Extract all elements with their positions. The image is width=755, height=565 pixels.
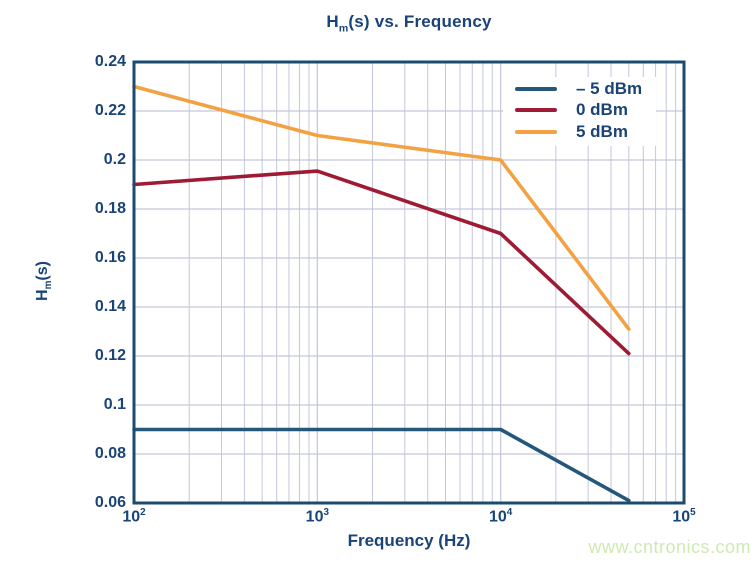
legend-line-swatch xyxy=(515,129,557,134)
y-axis-label-subscript: m xyxy=(43,280,55,290)
x-tick-exponent: 5 xyxy=(690,507,696,518)
chart-title-prefix: H xyxy=(326,12,339,31)
legend-line-swatch xyxy=(515,108,557,113)
chart-title-suffix: (s) vs. Frequency xyxy=(348,12,492,31)
y-tick-label: 0.14 xyxy=(94,298,126,315)
legend-line-swatch xyxy=(515,86,557,91)
y-tick-label: 0.16 xyxy=(94,249,126,266)
series-line xyxy=(132,427,631,503)
legend-item: – 5 dBm xyxy=(515,78,642,100)
y-tick-label: 0.18 xyxy=(94,200,126,217)
x-tick-label: 105 xyxy=(654,507,714,526)
x-tick-base: 10 xyxy=(122,508,141,526)
x-tick-base: 10 xyxy=(489,508,507,526)
y-axis-label-suffix: (s) xyxy=(33,261,51,281)
x-tick-base: 10 xyxy=(305,508,324,526)
series-line xyxy=(132,84,631,331)
y-tick-label: 0.2 xyxy=(103,151,126,168)
watermark: www.cntronics.com xyxy=(588,537,751,557)
legend-item: 0 dBm xyxy=(515,100,642,122)
x-tick-label: 103 xyxy=(287,507,347,526)
x-tick-label: 102 xyxy=(104,507,164,526)
x-tick-exponent: 2 xyxy=(140,507,146,518)
legend-item: 5 dBm xyxy=(515,121,642,143)
x-axis-label: Frequency (Hz) xyxy=(347,531,471,550)
y-tick-label: 0.22 xyxy=(94,102,126,119)
x-tick-exponent: 4 xyxy=(506,507,513,518)
y-tick-label: 0.08 xyxy=(94,445,126,462)
axes-frame xyxy=(132,60,686,505)
chart-title: Hm(s) vs. Frequency xyxy=(134,12,684,34)
y-axis-label-prefix: H xyxy=(33,289,51,301)
legend: – 5 dBm 0 dBm 5 dBm xyxy=(503,77,657,146)
chart-title-subscript: m xyxy=(338,22,349,35)
legend-label: 5 dBm xyxy=(576,121,628,141)
x-tick-exponent: 3 xyxy=(323,507,329,518)
series-line xyxy=(132,169,631,356)
x-tick-base: 10 xyxy=(672,508,691,526)
x-tick-label: 104 xyxy=(471,507,531,526)
legend-label: – 5 dBm xyxy=(576,78,643,98)
y-tick-label: 0.12 xyxy=(94,347,126,364)
y-tick-label: 0.06 xyxy=(94,494,126,511)
y-axis-label: Hm(s) xyxy=(34,261,54,301)
legend-label: 0 dBm xyxy=(576,100,628,120)
y-tick-label: 0.24 xyxy=(94,53,126,70)
y-tick-label: 0.1 xyxy=(103,396,126,413)
